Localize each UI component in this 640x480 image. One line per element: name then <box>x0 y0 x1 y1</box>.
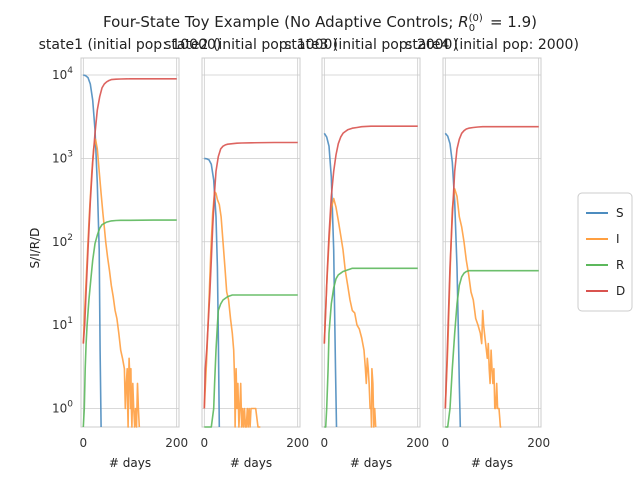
x-tick-label: 0 <box>321 436 329 450</box>
series-line-s <box>323 132 338 428</box>
series-line-i <box>203 190 261 428</box>
panel-frame <box>201 57 301 428</box>
panel-subtitle: state4 (initial pop: 2000) <box>405 37 579 53</box>
x-tick-label: 200 <box>165 436 188 450</box>
x-axis-label: # days <box>471 456 513 470</box>
series-line-r <box>324 267 418 428</box>
panel-subtitle: state1 (initial pop: 10000) <box>39 37 222 53</box>
panel-subtitle: state2 (initial pop: 1000) <box>164 37 338 53</box>
panel-2: state2 (initial pop: 1000) 0 200 # days <box>164 37 338 470</box>
y-tick-label: 101 <box>52 316 73 332</box>
series-line-i <box>444 188 502 428</box>
panel-1: state1 (initial pop: 10000) 0 200 # days 100… <box>39 37 222 470</box>
series-line-r <box>204 294 298 428</box>
series-line-d <box>444 125 539 409</box>
x-tick-label: 200 <box>406 436 429 450</box>
panel-frame <box>321 57 421 428</box>
panel-frame <box>442 57 542 428</box>
series-line-s <box>444 132 462 428</box>
x-tick-label: 200 <box>527 436 550 450</box>
legend-box <box>577 192 633 312</box>
series-line-i <box>323 197 377 428</box>
series-line-r <box>445 269 539 428</box>
x-tick-label: 0 <box>442 436 450 450</box>
y-tick-label: 103 <box>52 149 73 165</box>
series-line-d <box>323 125 418 344</box>
series-line-d <box>203 141 298 409</box>
x-tick-label: 0 <box>80 436 88 450</box>
panels: state1 (initial pop: 10000) 0 200 # days 100… <box>39 37 579 470</box>
x-tick-label: 0 <box>201 436 209 450</box>
y-axis-label: S/I/R/D <box>28 228 42 269</box>
legend-label-d: D <box>616 284 625 298</box>
panel-3: state3 (initial pop: 2000) 0 200 # days <box>284 37 458 470</box>
series-line-s <box>83 74 102 428</box>
legend-label-s: S <box>616 206 624 220</box>
x-axis-label: # days <box>350 456 392 470</box>
series-line-d <box>82 78 177 344</box>
legend-label-r: R <box>616 258 624 272</box>
y-tick-label: 100 <box>52 400 73 416</box>
y-tick-label: 104 <box>52 66 73 82</box>
panel-frame <box>80 57 180 428</box>
series-line-r <box>82 219 177 428</box>
series-line-i <box>82 138 141 428</box>
panel-subtitle: state3 (initial pop: 2000) <box>284 37 458 53</box>
chart-title: Four-State Toy Example (No Adaptive Cont… <box>103 13 537 34</box>
y-tick-label: 102 <box>52 233 73 249</box>
panel-4: state4 (initial pop: 2000) 0 200 # days <box>405 37 579 470</box>
x-axis-label: # days <box>109 456 151 470</box>
x-axis-label: # days <box>230 456 272 470</box>
x-tick-label: 200 <box>286 436 309 450</box>
legend-label-i: I <box>616 232 620 246</box>
